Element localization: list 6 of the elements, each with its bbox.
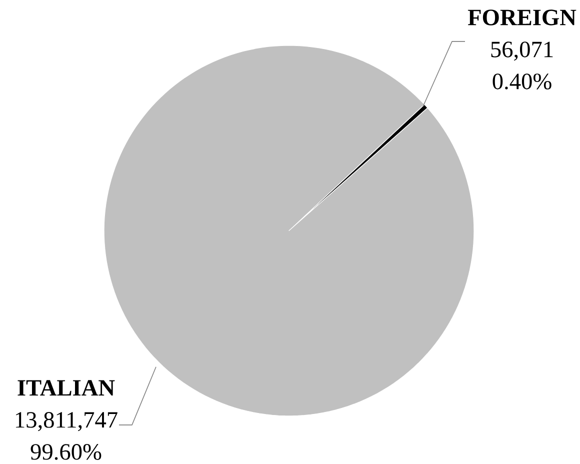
data-label: 56,071 (491, 42, 553, 61)
slice-label: ITALIAN (18, 380, 115, 396)
text: 0.40% (492, 74, 552, 90)
data-label: 13,811,747 (16, 412, 118, 432)
slice-label: FOREIGN (468, 10, 576, 26)
text: 99.60% (30, 444, 102, 460)
